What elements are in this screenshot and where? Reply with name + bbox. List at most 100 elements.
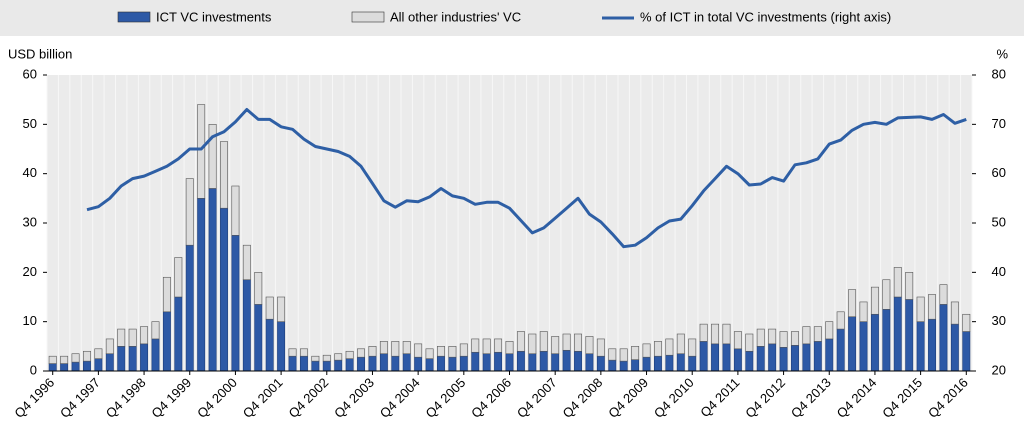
x-tick-label: Q4 2009 bbox=[605, 375, 651, 421]
bar-segment bbox=[608, 359, 617, 372]
bar-segment bbox=[779, 347, 788, 372]
bar-segment bbox=[299, 355, 308, 372]
bar-segment bbox=[699, 323, 708, 342]
bar-segment bbox=[688, 355, 697, 372]
bar-segment bbox=[414, 356, 423, 372]
bar-segment bbox=[676, 353, 685, 372]
bar-segment bbox=[254, 272, 263, 305]
bar-segment bbox=[608, 348, 617, 361]
bar-segment bbox=[105, 338, 114, 355]
bar-segment bbox=[928, 318, 936, 372]
bar-segment bbox=[813, 341, 822, 372]
bar-segment bbox=[288, 355, 297, 372]
y-tick-label: 30 bbox=[23, 214, 37, 229]
bar-segment bbox=[494, 351, 503, 372]
bar-segment bbox=[277, 321, 286, 372]
bar-segment bbox=[619, 348, 628, 362]
bar-segment bbox=[334, 353, 343, 361]
bar-segment bbox=[437, 355, 445, 372]
bar-segment bbox=[140, 326, 149, 345]
bar-segment bbox=[162, 276, 171, 313]
bar-segment bbox=[791, 345, 799, 372]
x-tick-label: Q4 2010 bbox=[651, 375, 697, 421]
x-tick-label: Q4 2015 bbox=[879, 375, 925, 421]
bar-segment bbox=[619, 360, 628, 372]
bar-segment bbox=[174, 296, 183, 372]
legend-swatch bbox=[351, 11, 385, 23]
bar-segment bbox=[197, 104, 206, 199]
bar-segment bbox=[950, 301, 959, 325]
y-tick-label: 10 bbox=[23, 313, 37, 328]
bar-segment bbox=[642, 356, 651, 372]
bar-segment bbox=[539, 331, 548, 352]
x-tick-label: Q4 1997 bbox=[57, 375, 103, 421]
bar-segment bbox=[539, 350, 548, 372]
bar-segment bbox=[802, 343, 811, 372]
y2-tick-label: 40 bbox=[992, 264, 1006, 279]
bar-segment bbox=[242, 279, 251, 372]
bar-segment bbox=[459, 355, 468, 372]
bar-segment bbox=[231, 185, 240, 236]
bar-segment bbox=[448, 346, 457, 358]
bar-segment bbox=[916, 321, 925, 372]
bar-segment bbox=[939, 304, 948, 372]
bar-segment bbox=[414, 343, 423, 358]
y-axis-title: USD billion bbox=[8, 46, 72, 61]
bar-segment bbox=[220, 141, 228, 209]
bar-segment bbox=[848, 289, 857, 318]
bar-segment bbox=[48, 363, 57, 372]
bar-segment bbox=[117, 346, 126, 372]
bar-segment bbox=[357, 356, 365, 372]
bar-segment bbox=[379, 353, 388, 372]
y-tick-label: 20 bbox=[23, 264, 37, 279]
bar-segment bbox=[482, 338, 491, 355]
bar-segment bbox=[825, 321, 834, 340]
bar-segment bbox=[83, 350, 91, 362]
bar-segment bbox=[83, 360, 91, 372]
bar-segment bbox=[722, 343, 731, 372]
bar-segment bbox=[105, 353, 114, 372]
bar-segment bbox=[711, 343, 720, 372]
x-tick-label: Q4 2013 bbox=[788, 375, 834, 421]
bar-segment bbox=[950, 323, 959, 372]
bar-segment bbox=[516, 331, 525, 352]
y2-tick-label: 30 bbox=[992, 313, 1006, 328]
bar-segment bbox=[505, 341, 514, 355]
bar-segment bbox=[140, 343, 149, 372]
bar-segment bbox=[562, 349, 571, 372]
bar-segment bbox=[574, 350, 582, 372]
plot-area bbox=[47, 75, 972, 371]
bar-segment bbox=[311, 355, 320, 362]
bar-segment bbox=[151, 338, 160, 372]
x-tick-label: Q4 1999 bbox=[148, 375, 194, 421]
bar-segment bbox=[425, 358, 434, 372]
bar-segment bbox=[322, 354, 331, 362]
bar-segment bbox=[60, 363, 69, 372]
bar-segment bbox=[596, 355, 605, 372]
x-tick-label: Q4 2012 bbox=[742, 375, 788, 421]
bar-segment bbox=[208, 188, 217, 372]
bar-segment bbox=[745, 333, 754, 352]
bar-segment bbox=[551, 353, 560, 372]
bar-segment bbox=[813, 326, 822, 342]
bar-segment bbox=[94, 358, 103, 372]
bar-segment bbox=[505, 353, 514, 372]
bar-segment bbox=[379, 341, 388, 355]
x-tick-label: Q4 2011 bbox=[697, 375, 742, 420]
bar-segment bbox=[357, 348, 365, 358]
bar-segment bbox=[220, 207, 228, 372]
bar-segment bbox=[448, 356, 457, 372]
bar-segment bbox=[711, 323, 720, 345]
bar-segment bbox=[391, 355, 400, 372]
bar-segment bbox=[128, 346, 137, 372]
bar-segment bbox=[585, 336, 594, 355]
bar-segment bbox=[516, 350, 525, 372]
bar-segment bbox=[779, 331, 788, 348]
bar-segment bbox=[665, 338, 674, 356]
bar-segment bbox=[836, 311, 845, 330]
bar-segment bbox=[699, 341, 708, 372]
bar-segment bbox=[402, 353, 411, 372]
bar-segment bbox=[94, 348, 103, 359]
bar-segment bbox=[870, 313, 879, 372]
x-tick-label: Q4 2004 bbox=[377, 375, 423, 421]
